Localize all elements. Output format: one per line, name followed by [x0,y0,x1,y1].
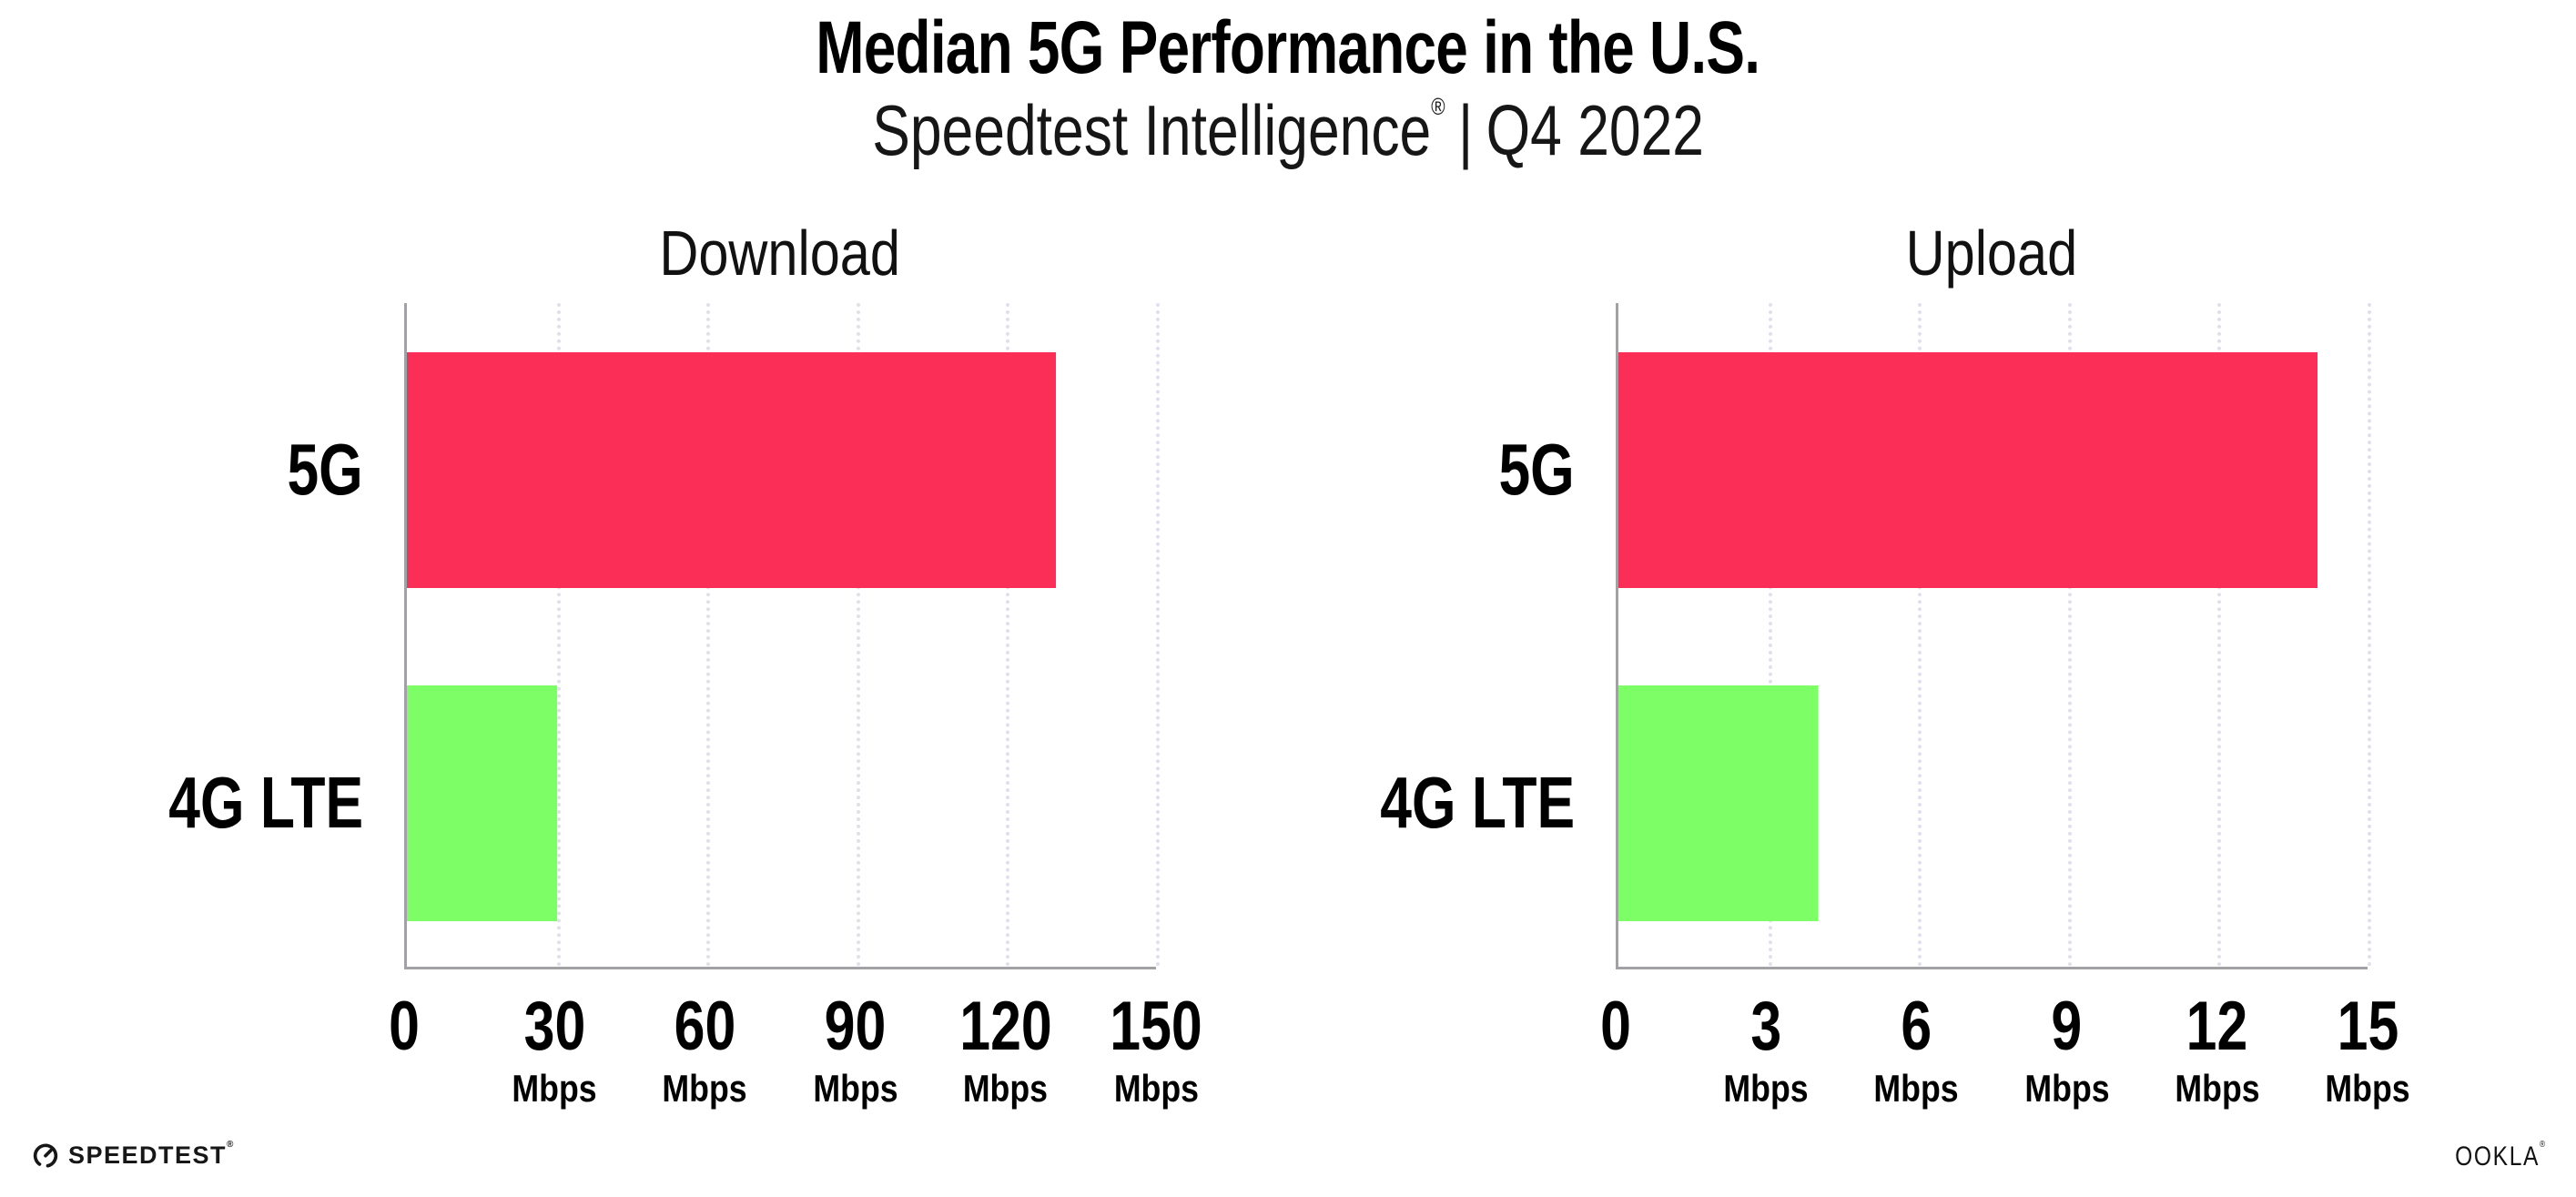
gridline-90 [856,303,860,967]
x-tick-label: 12 [2186,988,2248,1065]
x-tick-unit: Mbps [2023,1067,2110,1111]
bar-5g-upload [1618,351,2318,588]
gridline-150 [1156,303,1160,967]
registered-mark: ® [1431,93,1445,120]
page-subtitle: Speedtest Intelligence® | Q4 2022 [0,89,2576,172]
x-tick-upload-6: 6 Mbps [1867,989,1967,1110]
x-tick-download-120: 120 Mbps [948,989,1063,1110]
category-label-5g-upload: 5G [1498,429,1575,510]
registered-mark: ® [227,1139,235,1150]
x-tick-download-60: 60 Mbps [655,989,756,1110]
category-label-5g-download: 5G [287,429,363,510]
gridline-60 [706,303,711,967]
x-tick-unit: Mbps [662,1067,747,1111]
x-tick-label: 9 [2051,988,2083,1065]
x-tick-unit: Mbps [2175,1067,2260,1111]
page-title: Median 5G Performance in the U.S. [816,6,1761,89]
speedtest-wordmark: SPEEDTEST® [68,1139,235,1169]
ookla-wordmark: OOKLA® [2455,1140,2547,1172]
x-tick-unit: Mbps [1723,1067,1809,1111]
category-label-4g-lte-upload: 4G LTE [1380,762,1575,843]
plot-area-upload [1616,303,2371,969]
panel-title-upload: Upload [1905,218,2078,289]
x-tick-upload-3: 3 Mbps [1716,989,1816,1110]
bar-4g-lte-download [407,685,557,921]
x-tick-unit: Mbps [1113,1067,1199,1111]
bar-4g-lte-upload [1618,685,1819,921]
subtitle-period: Q4 2022 [1486,90,1704,170]
x-tick-label: 15 [2337,988,2399,1065]
x-tick-label: 150 [1110,988,1202,1065]
x-tick-label: 30 [523,988,585,1065]
x-tick-unit: Mbps [512,1067,597,1111]
gridline-3 [1768,303,1772,967]
gridline-6 [1918,303,1922,967]
gauge-icon [31,1141,60,1170]
x-tick-label: 0 [389,988,420,1065]
x-tick-unit: Mbps [2325,1067,2410,1111]
speedtest-logo: SPEEDTEST® [31,1140,235,1171]
x-tick-label: 3 [1750,988,1782,1065]
x-tick-upload-15: 15 Mbps [2317,989,2418,1110]
category-label-4g-lte-download: 4G LTE [168,762,363,843]
gridline-15 [2368,303,2371,967]
x-tick-label: 6 [1901,988,1932,1065]
x-tick-download-0: 0 [385,989,423,1064]
x-tick-download-30: 30 Mbps [504,989,604,1110]
plot-area-download [404,303,1160,969]
x-tick-unit: Mbps [963,1067,1049,1111]
x-tick-label: 90 [824,988,887,1065]
x-tick-upload-9: 9 Mbps [2017,989,2117,1110]
x-tick-upload-12: 12 Mbps [2167,989,2267,1110]
subtitle-brand: Speedtest Intelligence [872,90,1432,170]
x-tick-label: 120 [959,988,1052,1065]
panel-title-download: Download [659,218,901,289]
subtitle-divider: | [1457,90,1474,170]
bar-5g-download [407,351,1057,588]
x-tick-download-150: 150 Mbps [1099,989,1214,1110]
x-tick-label: 0 [1600,988,1631,1065]
registered-mark: ® [2540,1140,2547,1150]
gridline-120 [1006,303,1010,967]
gridline-30 [556,303,561,967]
gridline-12 [2217,303,2222,967]
x-tick-download-90: 90 Mbps [806,989,906,1110]
x-tick-unit: Mbps [812,1067,898,1111]
x-tick-label: 60 [674,988,736,1065]
x-tick-upload-0: 0 [1597,989,1635,1064]
x-tick-unit: Mbps [1873,1067,1959,1111]
gridline-9 [2067,303,2072,967]
